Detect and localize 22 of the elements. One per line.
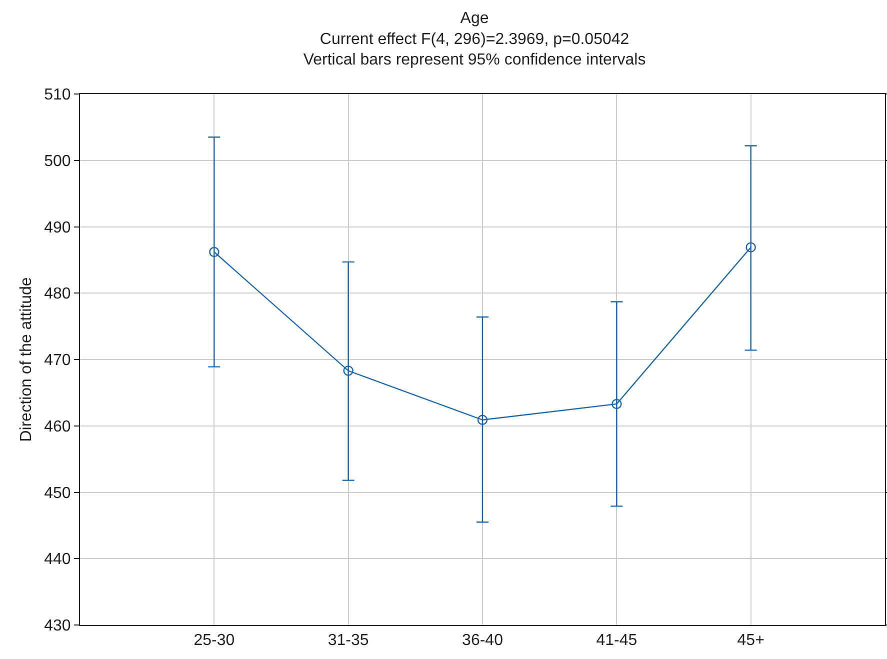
point <box>343 366 354 376</box>
point <box>746 242 756 252</box>
x-tick-label: 45+ <box>737 632 764 650</box>
point <box>209 246 220 258</box>
y-tick-label: 440 <box>44 551 71 568</box>
chart-subtitle: Current effect F(4, 296)=2.3969, p=0.05042 Vertical bars represent 95% confidence intervals <box>303 30 646 69</box>
y-tick-label: 430 <box>44 618 71 635</box>
y-axis-title: Direction of the attitude <box>18 277 35 442</box>
y-tick-label: 510 <box>44 86 71 104</box>
x-tick-label: 31-35 <box>328 632 369 650</box>
y-tick-label: 490 <box>44 219 71 236</box>
x-tick-label: 25-30 <box>194 632 235 650</box>
point <box>612 398 622 410</box>
x-tick-label: 41-45 <box>596 632 638 650</box>
y-tick-label: 450 <box>44 484 71 502</box>
y-tick-label: 480 <box>44 286 71 303</box>
chart-title: Age <box>460 10 489 28</box>
y-tick-label: 500 <box>44 152 71 170</box>
y-tick-label: 470 <box>44 352 71 370</box>
x-tick-label: 36-40 <box>462 632 504 650</box>
y-tick-label: 460 <box>44 418 71 436</box>
point <box>477 414 488 425</box>
